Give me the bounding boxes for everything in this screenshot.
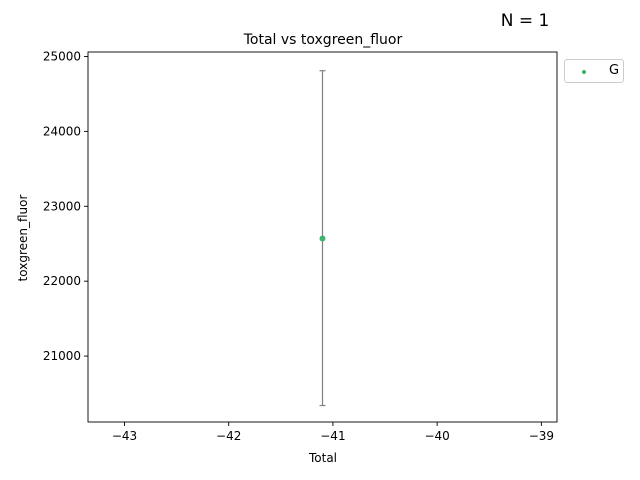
x-tick-label: −41 [320,429,345,443]
plot-area: −43 −42 −41 −40 −39 21000 22000 23000 24000 25000 [43,49,558,443]
data-point [319,235,326,242]
y-tick-label: 22000 [43,274,81,288]
x-tick-label: −40 [424,429,449,443]
x-tick-label: −42 [216,429,241,443]
y-axis-label: toxgreen_fluor [16,195,30,282]
sample-count-label: N = 1 [500,11,550,31]
x-tick-label: −43 [112,429,137,443]
legend-marker [582,70,586,74]
legend: G [564,59,624,83]
y-tick-label: 24000 [43,124,81,138]
x-tick-label: −39 [529,429,554,443]
x-axis-label: Total [308,451,337,465]
y-tick-label: 25000 [43,49,81,63]
axes-frame [87,51,558,423]
y-tick-label: 21000 [43,349,81,363]
chart-title: Total vs toxgreen_fluor [243,32,403,48]
y-tick-label: 23000 [43,199,81,213]
legend-entry-label: G [609,63,620,78]
